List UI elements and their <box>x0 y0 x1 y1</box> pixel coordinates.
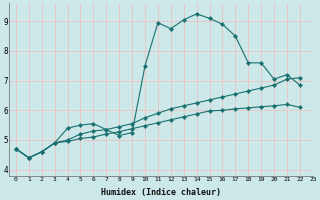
X-axis label: Humidex (Indice chaleur): Humidex (Indice chaleur) <box>101 188 221 197</box>
